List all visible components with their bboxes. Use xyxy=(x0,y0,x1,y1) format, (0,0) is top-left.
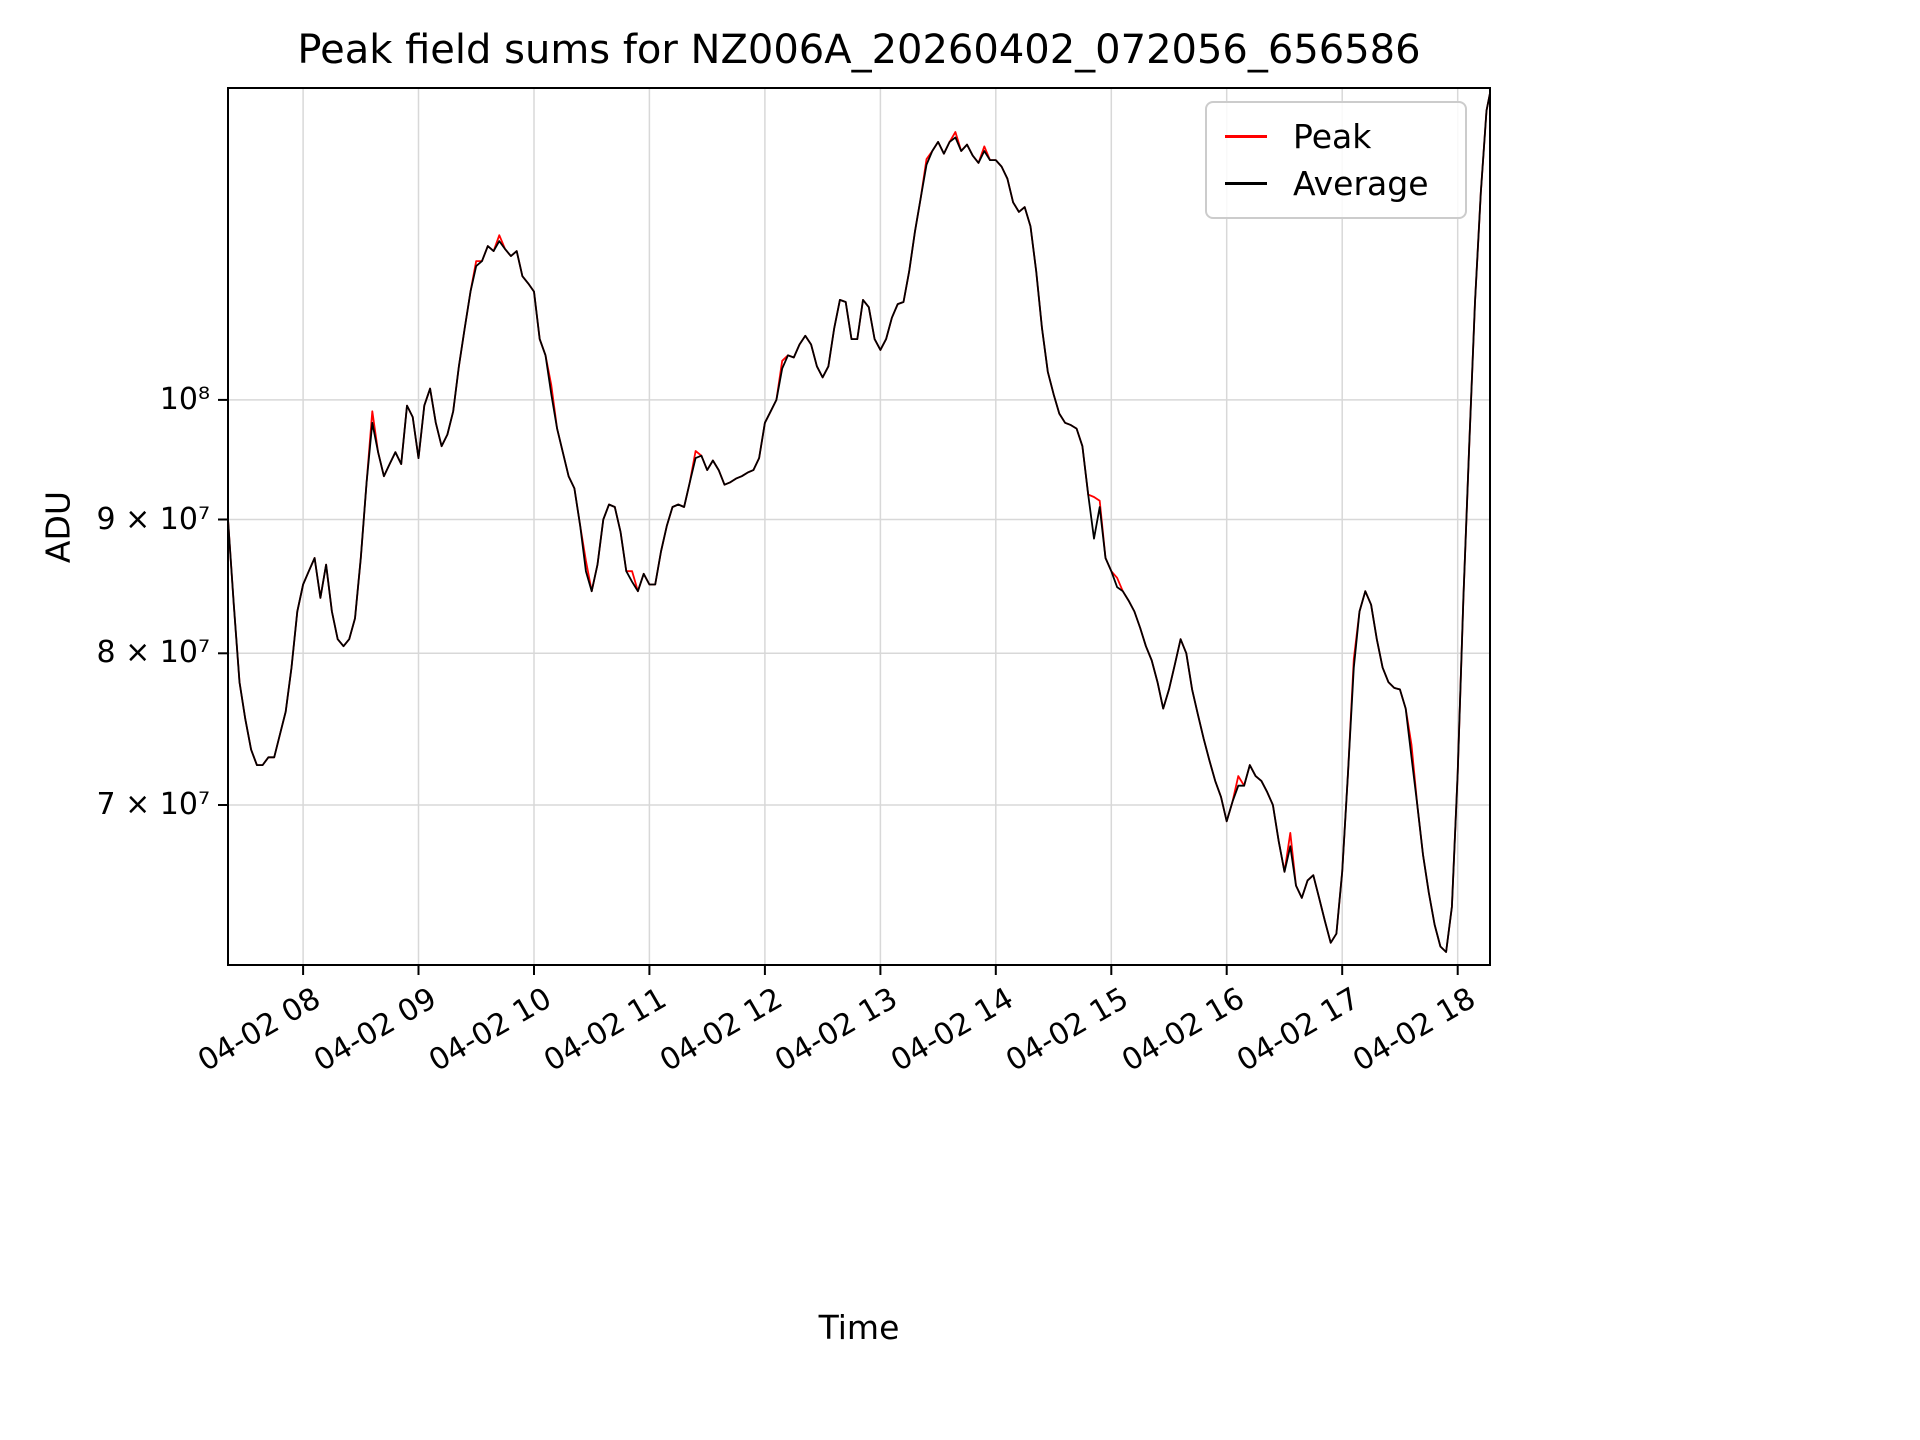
plot-border xyxy=(227,87,1491,966)
legend-label-average: Average xyxy=(1293,164,1429,203)
legend-item-average: Average xyxy=(1225,164,1447,203)
series-line-average xyxy=(228,93,1490,953)
legend-label-peak: Peak xyxy=(1293,117,1372,156)
y-tick-label: 8 × 10⁷ xyxy=(96,635,211,671)
y-tick-label: 10⁸ xyxy=(159,381,210,417)
peak-line-swatch xyxy=(1225,135,1267,138)
chart-title: Peak field sums for NZ006A_20260402_0720… xyxy=(297,27,1421,73)
average-line-swatch xyxy=(1225,182,1267,185)
legend: Peak Average xyxy=(1205,101,1467,219)
legend-item-peak: Peak xyxy=(1225,117,1447,156)
x-axis-label: Time xyxy=(818,1308,900,1347)
y-tick-label: 9 × 10⁷ xyxy=(96,501,211,537)
series-line-peak xyxy=(228,93,1490,953)
y-tick-label: 7 × 10⁷ xyxy=(96,786,211,822)
